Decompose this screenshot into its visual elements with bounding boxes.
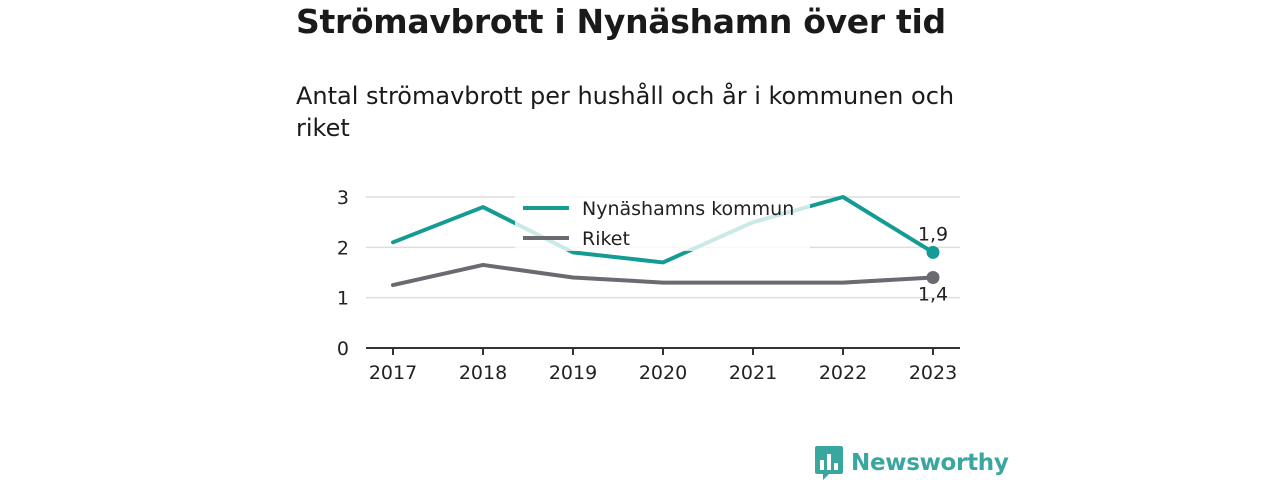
series-line-0 (391, 195, 935, 265)
series-end-point-1 (926, 271, 940, 285)
data-labels: 1,9 1,4 (918, 223, 948, 305)
chart-subtitle: Antal strömavbrott per hushåll och år i … (296, 82, 955, 142)
x-tick-label-2023: 2023 (909, 362, 957, 384)
x-tick-label-2021: 2021 (729, 362, 777, 384)
data-label-end-0: 1,9 (918, 223, 948, 245)
x-tick-label-2020: 2020 (639, 362, 687, 384)
legend-background (515, 189, 810, 251)
x-tick-label-2018: 2018 (459, 362, 507, 384)
y-tick-label-2: 2 (337, 237, 349, 259)
x-tick-label-2019: 2019 (549, 362, 597, 384)
y-tick-label-3: 3 (337, 187, 349, 209)
x-tick-label-2022: 2022 (819, 362, 867, 384)
series-line-1 (391, 262, 935, 288)
legend-label-0: Nynäshamns kommun (582, 198, 794, 220)
x-tick-label-2017: 2017 (369, 362, 417, 384)
series-end-point-0 (926, 245, 940, 259)
legend-label-1: Riket (582, 228, 630, 250)
y-tick-label-0: 0 (337, 338, 349, 360)
brand-name: Newsworthy (851, 450, 1009, 476)
legend: Nynäshamns kommun Riket (515, 189, 810, 251)
brand-logo: Newsworthy (815, 446, 1009, 480)
y-tick-label-1: 1 (337, 288, 349, 310)
bar-chart-speech-icon (815, 446, 843, 480)
data-label-end-1: 1,4 (918, 284, 948, 306)
chart-title: Strömavbrott i Nynäshamn över tid (296, 2, 946, 41)
axes: 0 1 2 3 2017 2018 2019 2020 2021 2022 2023 (337, 187, 960, 384)
series-lines (391, 195, 940, 288)
